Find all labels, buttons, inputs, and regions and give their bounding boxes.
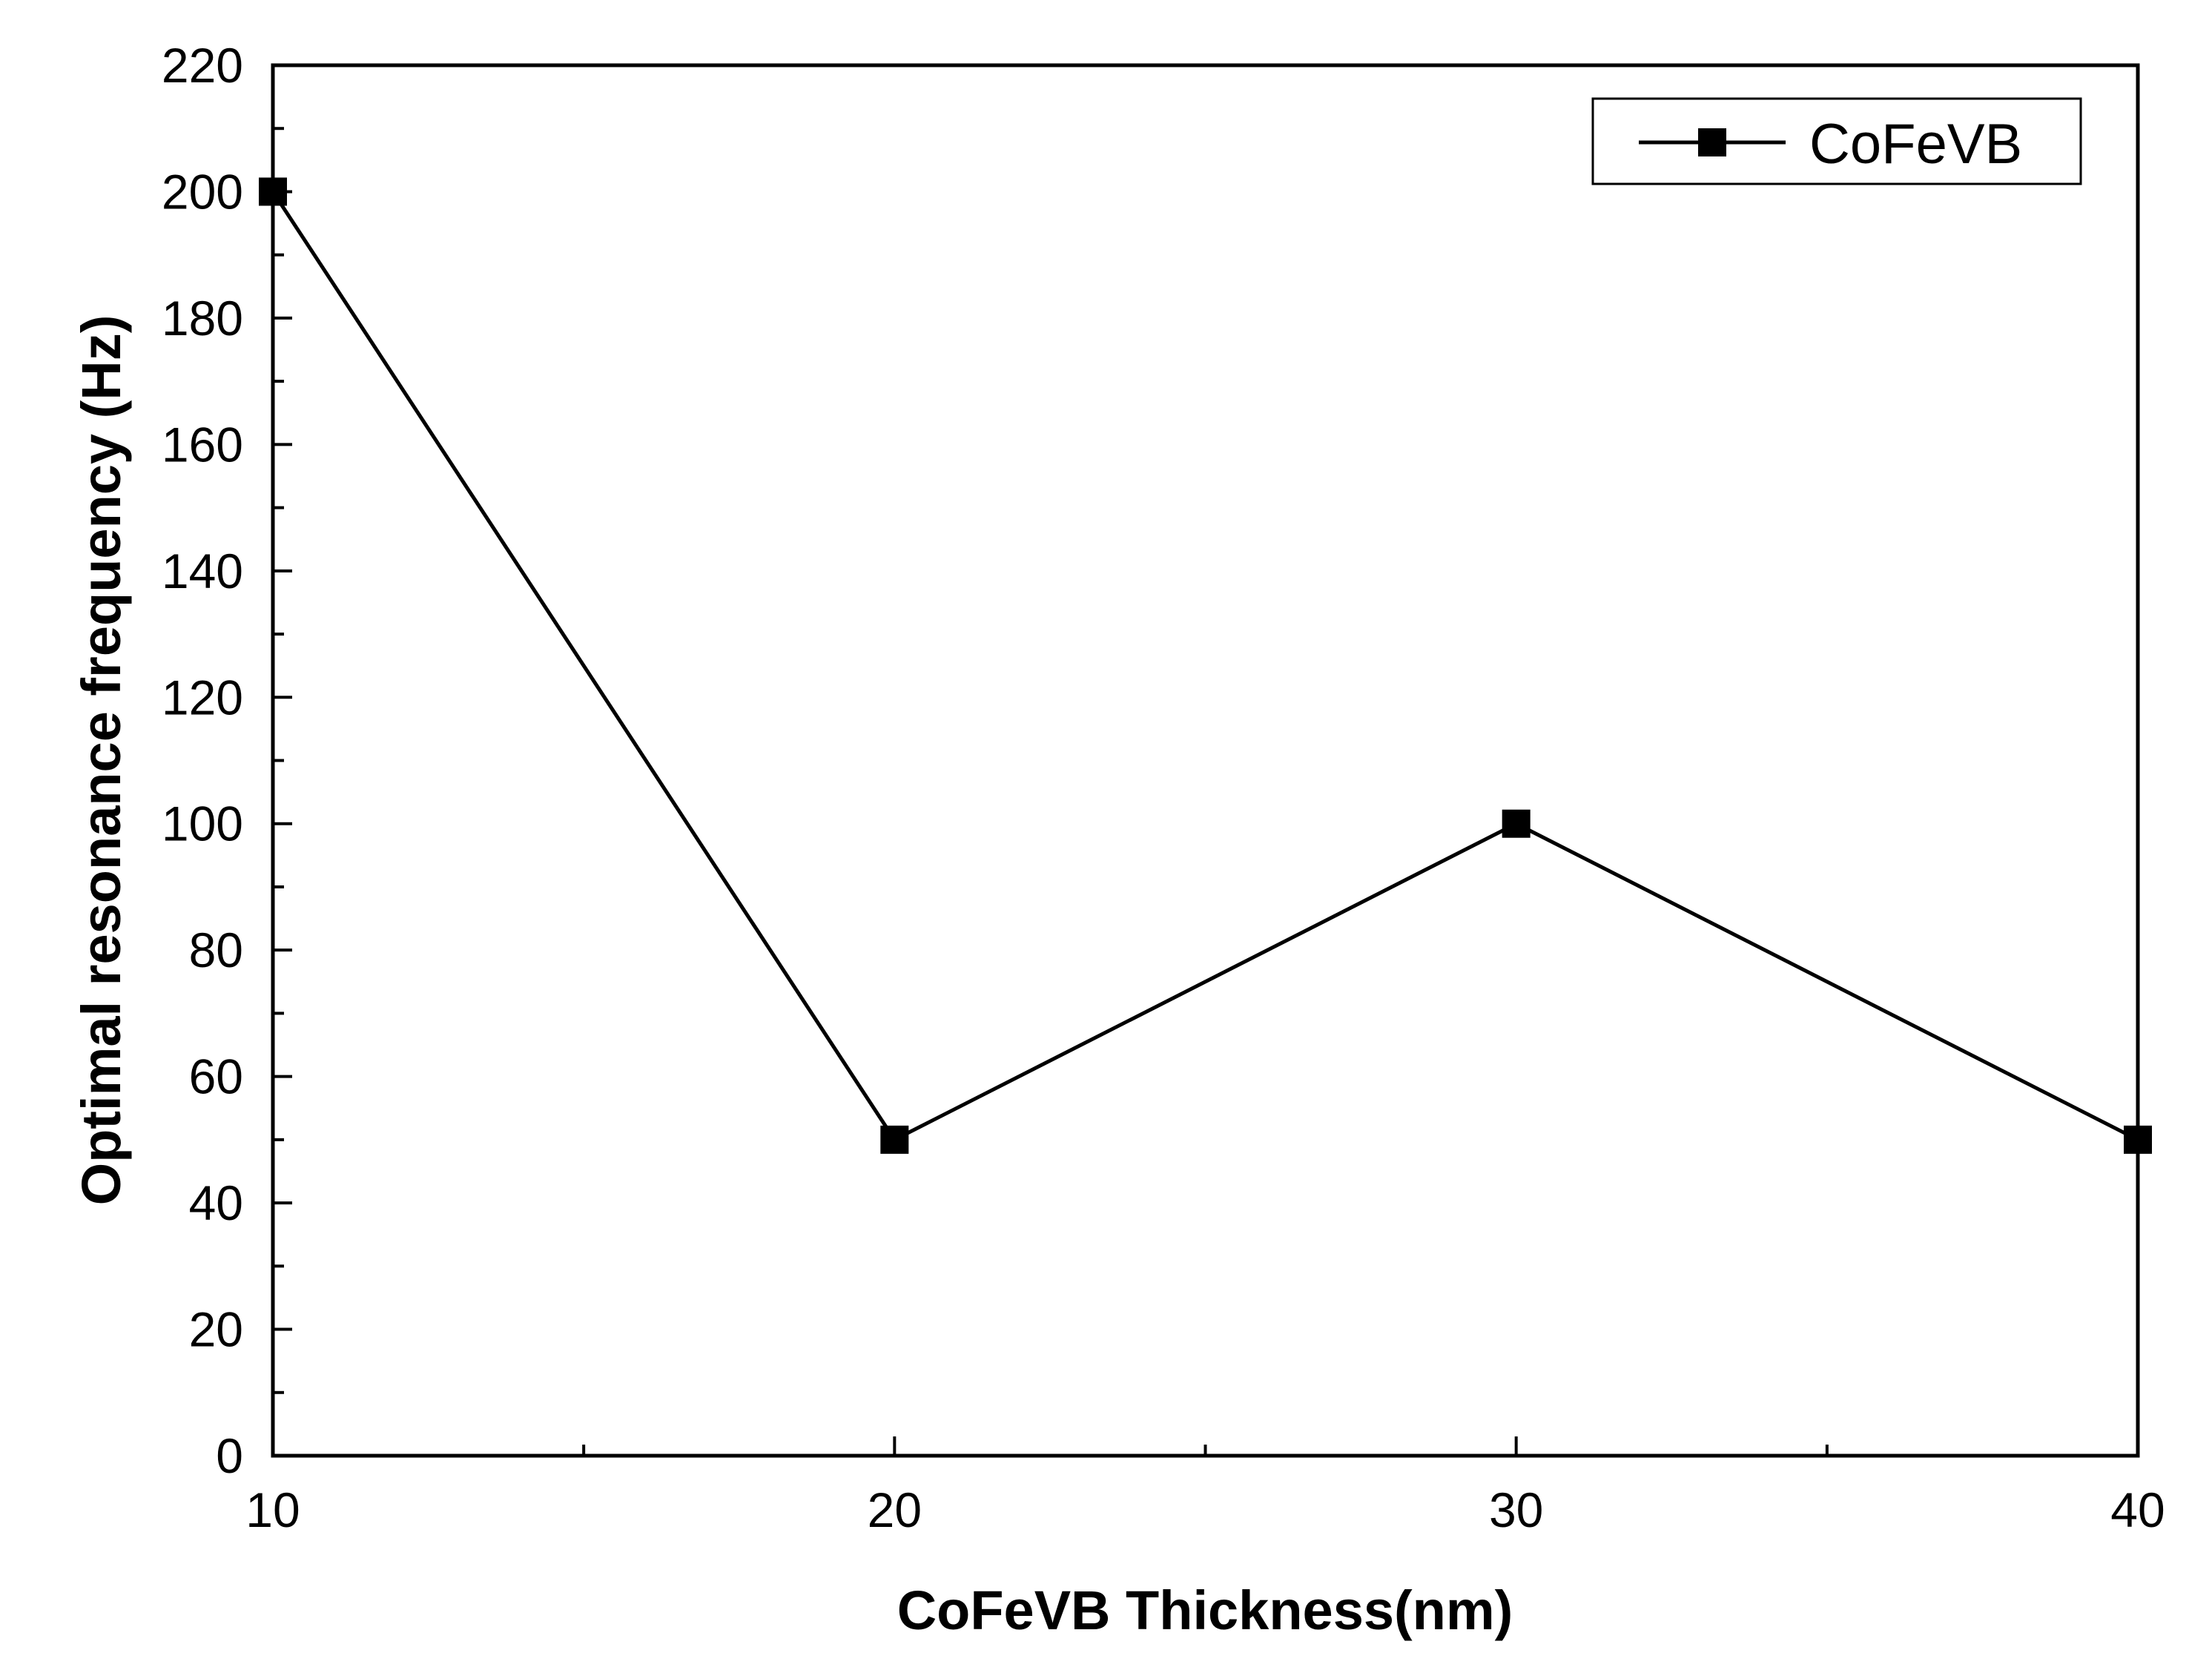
y-axis-title: Optimal resonance frequency (Hz) xyxy=(70,315,132,1206)
y-tick-label: 60 xyxy=(189,1049,243,1104)
x-tick-label: 20 xyxy=(868,1482,922,1537)
data-point-marker xyxy=(259,177,287,206)
series-line xyxy=(271,191,2139,1143)
y-tick-label: 220 xyxy=(162,38,243,93)
data-point-marker xyxy=(1502,809,1531,838)
x-axis-ticks: 10 20 30 40 xyxy=(245,1436,2165,1537)
y-tick-label: 100 xyxy=(162,796,243,851)
legend-square-marker-icon xyxy=(1698,128,1726,156)
data-point-marker xyxy=(880,1125,909,1154)
legend-label: CoFeVB xyxy=(1809,113,2022,176)
legend: CoFeVB xyxy=(1591,97,2082,185)
y-tick-label: 0 xyxy=(216,1428,243,1483)
y-tick-label: 200 xyxy=(162,164,243,219)
y-tick-label: 20 xyxy=(189,1302,243,1357)
y-tick-label: 140 xyxy=(162,544,243,598)
y-tick-label: 180 xyxy=(162,291,243,346)
y-tick-label: 120 xyxy=(162,670,243,725)
plot-frame xyxy=(271,63,2140,1458)
x-tick-label: 30 xyxy=(1489,1482,1543,1537)
x-axis-title: CoFeVB Thickness(nm) xyxy=(897,1580,1513,1641)
y-tick-label: 160 xyxy=(162,417,243,472)
y-axis-ticks: 0 20 40 60 80 100 120 140 160 180 200 220 xyxy=(162,38,292,1483)
y-tick-label: 40 xyxy=(189,1175,243,1230)
y-tick-label: 80 xyxy=(189,923,243,977)
x-tick-label: 40 xyxy=(2110,1482,2165,1537)
x-tick-label: 10 xyxy=(245,1482,300,1537)
data-point-marker xyxy=(2124,1125,2152,1154)
series-layer xyxy=(259,177,2152,1154)
